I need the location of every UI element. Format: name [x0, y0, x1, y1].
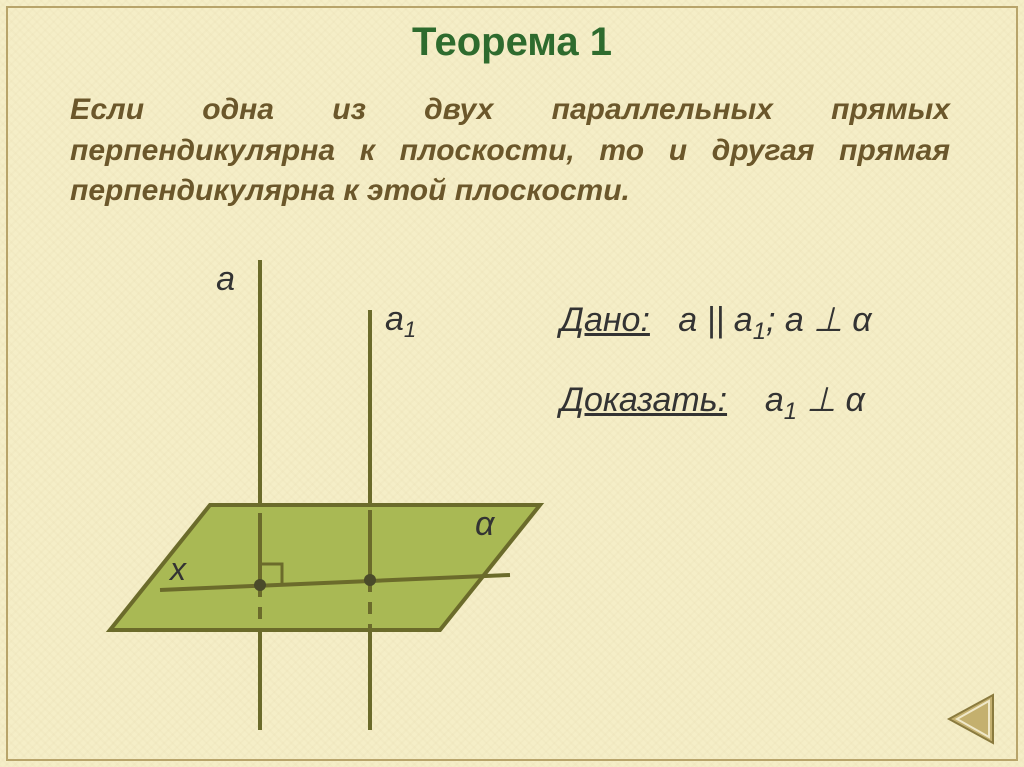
prove-label: Доказать: — [560, 381, 727, 419]
given-a: a — [678, 301, 697, 339]
prove-a1: a — [765, 381, 784, 419]
prove-block: Доказать: a1 ⊥ α — [560, 380, 865, 426]
given-label: Дано: — [560, 301, 650, 339]
given-perp: ⊥ — [813, 301, 843, 339]
given-sub1: 1 — [753, 318, 766, 345]
prove-sub1: 1 — [784, 398, 797, 425]
theorem-statement: Если одна из двух параллельных прямых пе… — [70, 90, 950, 212]
svg-text:α: α — [475, 505, 496, 543]
given-alpha: α — [852, 301, 871, 339]
slide-title: Теорема 1 — [0, 20, 1024, 65]
prev-slide-button[interactable] — [943, 691, 999, 747]
geometry-diagram: a a1 x α — [70, 260, 550, 730]
title-text: Теорема 1 — [412, 20, 612, 64]
given-a-2: a — [785, 301, 804, 339]
given-a1: a — [734, 301, 753, 339]
diagram-svg: a a1 x α — [70, 260, 550, 730]
given-par: || — [707, 301, 725, 339]
svg-text:x: x — [168, 551, 187, 587]
prove-alpha: α — [846, 381, 865, 419]
given-block: Дано: a || a1; a ⊥ α — [560, 300, 872, 346]
triangle-left-icon — [943, 691, 999, 747]
prove-perp: ⊥ — [806, 381, 836, 419]
svg-text:a1: a1 — [385, 300, 416, 342]
given-sep: ; — [766, 301, 775, 339]
svg-text:a: a — [216, 260, 235, 298]
